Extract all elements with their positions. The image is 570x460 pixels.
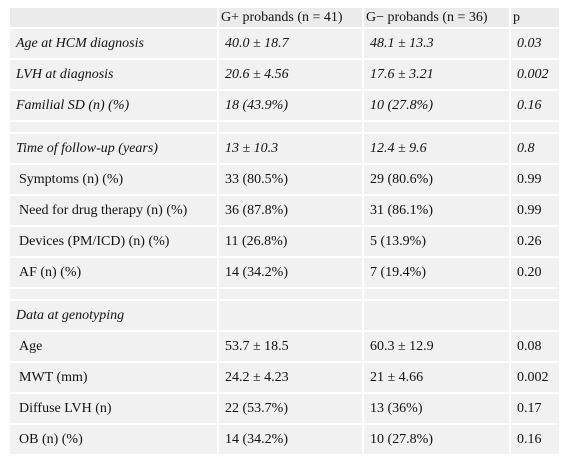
g-minus-value-cell — [362, 122, 509, 132]
row-label-cell: Symptoms (n) (%) — [10, 165, 217, 194]
section-row: Data at genotyping — [10, 301, 559, 330]
header-cell-g-minus: G− probands (n = 36) — [362, 8, 509, 27]
table-row: Diffuse LVH (n) 22 (53.7%) 13 (36%) 0.17 — [10, 394, 559, 423]
p-value-cell: 0.16 — [509, 91, 559, 120]
spacer-row — [10, 122, 559, 132]
row-label-cell: LVH at diagnosis — [10, 60, 217, 89]
row-label-cell: Time of follow-up (years) — [10, 134, 217, 163]
table-row: Age 53.7 ± 18.5 60.3 ± 12.9 0.08 — [10, 332, 559, 361]
row-label-cell: Data at genotyping — [10, 301, 217, 330]
g-plus-value-cell: 22 (53.7%) — [217, 394, 362, 423]
section-row: LVH at diagnosis 20.6 ± 4.56 17.6 ± 3.21 0.… — [10, 60, 559, 89]
g-minus-value-cell: 10 (27.8%) — [362, 91, 509, 120]
g-plus-value-cell — [217, 289, 362, 299]
row-label-cell: AF (n) (%) — [10, 258, 217, 287]
p-value-cell: 0.8 — [509, 134, 559, 163]
g-plus-value-cell — [217, 301, 362, 330]
g-plus-value-cell: 24.2 ± 4.23 — [217, 363, 362, 392]
g-plus-value-cell: 13 ± 10.3 — [217, 134, 362, 163]
header-cell-g-plus: G+ probands (n = 41) — [217, 8, 362, 27]
row-label-cell — [10, 289, 217, 299]
g-plus-value-cell: 18 (43.9%) — [217, 91, 362, 120]
g-minus-value-cell: 10 (27.8%) — [362, 425, 509, 454]
g-minus-value-cell: 31 (86.1%) — [362, 196, 509, 225]
p-value-cell: 0.26 — [509, 227, 559, 256]
g-minus-value-cell: 13 (36%) — [362, 394, 509, 423]
g-plus-value-cell: 11 (26.8%) — [217, 227, 362, 256]
g-minus-value-cell: 17.6 ± 3.21 — [362, 60, 509, 89]
g-plus-value-cell: 53.7 ± 18.5 — [217, 332, 362, 361]
table-row: Need for drug therapy (n) (%) 36 (87.8%) 3… — [10, 196, 559, 225]
g-minus-value-cell: 5 (13.9%) — [362, 227, 509, 256]
g-plus-value-cell: 36 (87.8%) — [217, 196, 362, 225]
p-value-cell: 0.002 — [509, 363, 559, 392]
p-value-cell — [509, 122, 559, 132]
row-label-cell: Devices (PM/ICD) (n) (%) — [10, 227, 217, 256]
g-plus-value-cell: 14 (34.2%) — [217, 425, 362, 454]
header-cell-p: p — [509, 8, 559, 27]
g-minus-value-cell — [362, 289, 509, 299]
table-row: Symptoms (n) (%) 33 (80.5%) 29 (80.6%) 0.99 — [10, 165, 559, 194]
table-row: OB (n) (%) 14 (34.2%) 10 (27.8%) 0.16 — [10, 425, 559, 454]
row-label-cell: Age — [10, 332, 217, 361]
g-minus-value-cell — [362, 301, 509, 330]
p-value-cell: 0.03 — [509, 29, 559, 58]
header-cell-label — [10, 8, 217, 27]
row-label-cell: Age at HCM diagnosis — [10, 29, 217, 58]
g-minus-value-cell: 21 ± 4.66 — [362, 363, 509, 392]
g-plus-value-cell: 20.6 ± 4.56 — [217, 60, 362, 89]
table-row: Devices (PM/ICD) (n) (%) 11 (26.8%) 5 (13.… — [10, 227, 559, 256]
section-row: Familial SD (n) (%) 18 (43.9%) 10 (27.8%) 0… — [10, 91, 559, 120]
p-value-cell — [509, 301, 559, 330]
section-row: Age at HCM diagnosis 40.0 ± 18.7 48.1 ± 13… — [10, 29, 559, 58]
section-row: Time of follow-up (years) 13 ± 10.3 12.4 ±… — [10, 134, 559, 163]
p-value-cell: 0.17 — [509, 394, 559, 423]
row-label-cell: Need for drug therapy (n) (%) — [10, 196, 217, 225]
spacer-row — [10, 289, 559, 299]
row-label-cell: Diffuse LVH (n) — [10, 394, 217, 423]
p-value-cell: 0.20 — [509, 258, 559, 287]
g-minus-value-cell: 12.4 ± 9.6 — [362, 134, 509, 163]
p-value-cell: 0.99 — [509, 196, 559, 225]
p-value-cell: 0.002 — [509, 60, 559, 89]
row-label-cell: Familial SD (n) (%) — [10, 91, 217, 120]
g-minus-value-cell: 48.1 ± 13.3 — [362, 29, 509, 58]
table-body: G+ probands (n = 41) G− probands (n = 36… — [10, 8, 559, 454]
g-plus-value-cell — [217, 122, 362, 132]
g-plus-value-cell: 40.0 ± 18.7 — [217, 29, 362, 58]
row-label-cell: MWT (mm) — [10, 363, 217, 392]
g-minus-value-cell: 29 (80.6%) — [362, 165, 509, 194]
table-header-row: G+ probands (n = 41) G− probands (n = 36… — [10, 8, 559, 27]
g-plus-value-cell: 33 (80.5%) — [217, 165, 362, 194]
p-value-cell — [509, 289, 559, 299]
table-row: MWT (mm) 24.2 ± 4.23 21 ± 4.66 0.002 — [10, 363, 559, 392]
g-minus-value-cell: 60.3 ± 12.9 — [362, 332, 509, 361]
p-value-cell: 0.16 — [509, 425, 559, 454]
table-row: AF (n) (%) 14 (34.2%) 7 (19.4%) 0.20 — [10, 258, 559, 287]
g-minus-value-cell: 7 (19.4%) — [362, 258, 509, 287]
g-plus-value-cell: 14 (34.2%) — [217, 258, 362, 287]
comparison-table: G+ probands (n = 41) G− probands (n = 36… — [10, 6, 559, 456]
p-value-cell: 0.08 — [509, 332, 559, 361]
row-label-cell: OB (n) (%) — [10, 425, 217, 454]
p-value-cell: 0.99 — [509, 165, 559, 194]
row-label-cell — [10, 122, 217, 132]
